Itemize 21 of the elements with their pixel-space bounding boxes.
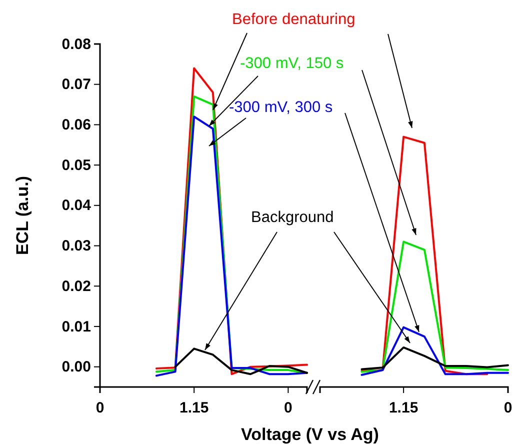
y-tick-label: 0.02	[62, 278, 91, 295]
series-label: -300 mV, 300 s	[229, 99, 333, 116]
text: Before denaturing	[232, 11, 356, 28]
x-tick-label: 1.15	[179, 400, 209, 416]
x-axis-title: Voltage (V vs Ag)	[241, 425, 379, 444]
y-tick-label: 0.05	[62, 156, 91, 174]
text: Background	[251, 209, 334, 226]
x-tick-label: 0	[284, 400, 292, 416]
text: -300 mV, 150 s	[240, 55, 344, 72]
x-tick-label: 0	[504, 400, 512, 416]
y-tick-label: 0.08	[62, 36, 91, 53]
y-tick-label: 0.04	[62, 197, 92, 214]
y-tick-label: 0.03	[62, 238, 91, 255]
x-tick-label: 1.15	[388, 400, 418, 416]
y-axis-title: ECL (a.u.)	[13, 176, 32, 256]
line-series	[174, 348, 308, 376]
y-tick-label: 0.00	[62, 358, 91, 376]
y-tick-label: 0.07	[62, 76, 91, 94]
y-tick-label: 0.01	[62, 318, 91, 336]
y-tick-label: 0.06	[62, 116, 91, 134]
x-tick-label: 0	[96, 400, 104, 416]
